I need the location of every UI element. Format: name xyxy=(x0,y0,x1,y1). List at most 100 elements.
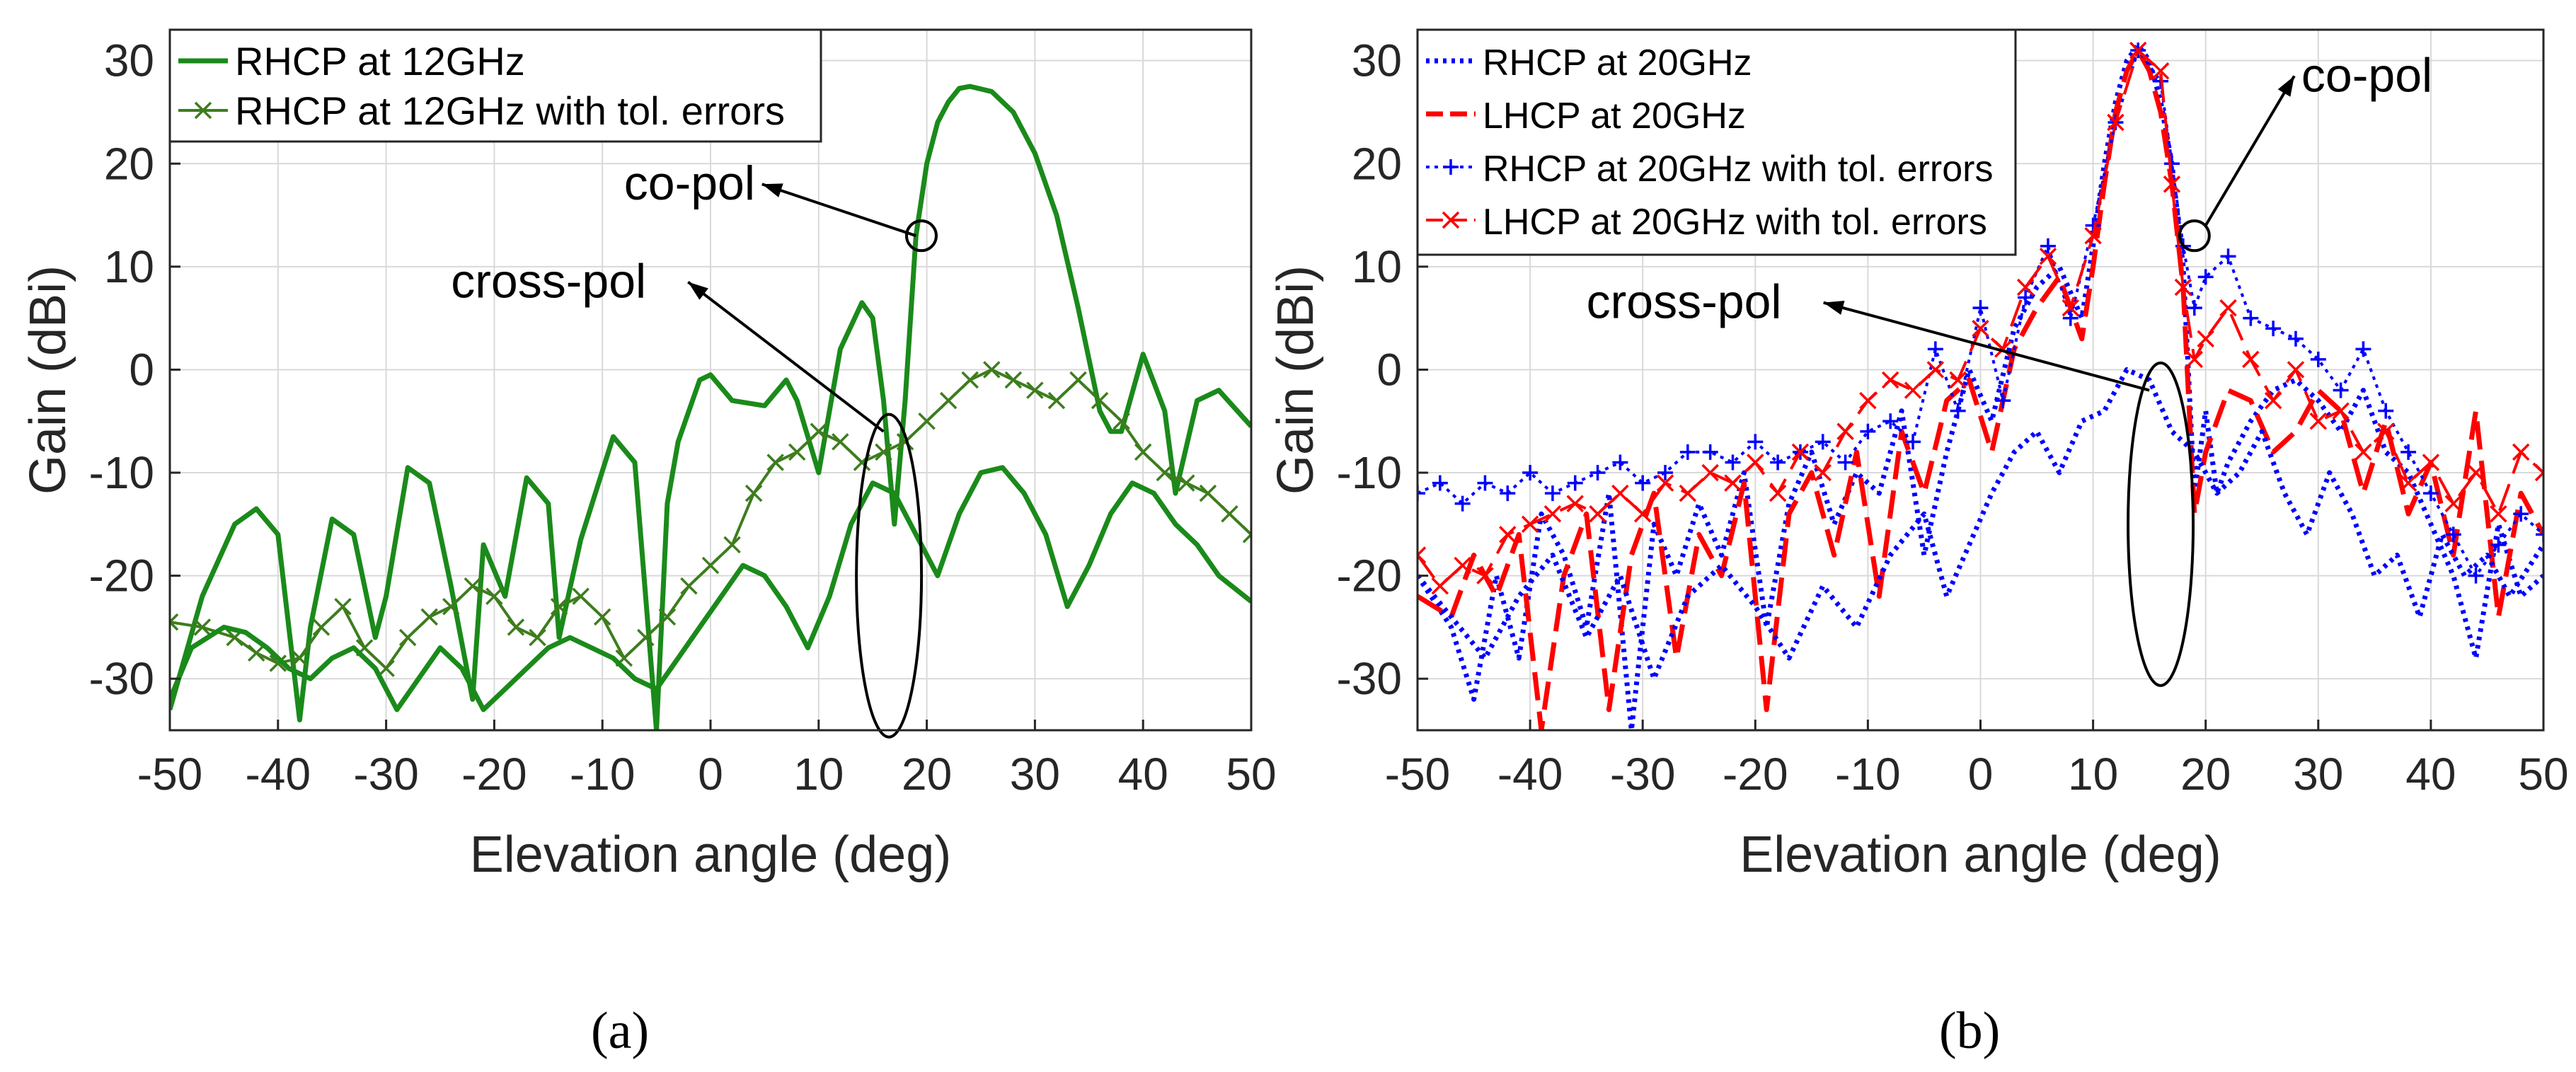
legend-marker xyxy=(1443,159,1459,175)
data-point xyxy=(766,454,784,471)
data-point xyxy=(193,618,212,636)
legend-label: RHCP at 12GHz xyxy=(235,39,525,83)
data-point xyxy=(291,649,309,667)
data-point xyxy=(1769,484,1787,502)
data-point xyxy=(2107,113,2124,132)
x-tick-label: 10 xyxy=(2068,749,2118,800)
legend-marker xyxy=(194,101,212,120)
data-point xyxy=(1156,463,1173,482)
data-point xyxy=(507,618,525,636)
x-tick-label: 20 xyxy=(902,749,952,800)
data-point xyxy=(1972,300,1989,316)
data-point xyxy=(1927,341,1943,357)
data-point xyxy=(637,628,655,647)
data-point xyxy=(2422,485,2439,502)
legend-label: LHCP at 20GHz with tol. errors xyxy=(1483,202,1987,243)
data-point xyxy=(896,433,914,451)
x-tick-label: -10 xyxy=(570,749,636,800)
data-point xyxy=(2265,321,2282,337)
data-point xyxy=(529,628,546,647)
x-tick-label: -20 xyxy=(461,749,527,800)
data-point xyxy=(1544,485,1560,502)
data-point xyxy=(269,655,287,672)
legend-label: RHCP at 12GHz with tol. errors xyxy=(235,88,785,133)
data-point xyxy=(2264,391,2282,410)
data-point xyxy=(875,443,892,461)
data-point xyxy=(701,556,720,575)
data-point xyxy=(1881,371,1899,389)
data-point xyxy=(1904,381,1922,399)
y-tick-label: 20 xyxy=(1352,138,1402,189)
y-tick-label: 0 xyxy=(129,344,154,395)
data-point xyxy=(398,628,417,647)
data-point xyxy=(1432,475,1448,491)
data-point xyxy=(1499,526,1517,543)
annotation-label: cross-pol xyxy=(1587,275,1782,329)
data-point xyxy=(1069,371,1087,389)
data-point xyxy=(1950,403,1966,419)
y-tick-label: 0 xyxy=(1376,344,1402,395)
data-point xyxy=(334,598,352,616)
y-tick-label: -30 xyxy=(1337,653,1403,704)
x-tick-label: 30 xyxy=(2293,749,2343,800)
data-point xyxy=(918,412,936,430)
data-point xyxy=(1837,454,1853,471)
data-point xyxy=(2536,526,2543,543)
data-point xyxy=(1521,515,1539,534)
data-point xyxy=(1836,422,1854,441)
data-point xyxy=(2129,41,2147,59)
data-point xyxy=(1949,371,1967,389)
x-axis-title: Elevation angle (deg) xyxy=(470,826,951,883)
data-point xyxy=(1633,505,1652,523)
chart-panel-b: co-pol cross-pol -50 -40 -30 -20 -10 0 10 20 30 40 5… xyxy=(1267,28,2569,883)
data-point xyxy=(1859,391,1877,410)
data-point xyxy=(1477,475,1493,491)
data-point xyxy=(1566,495,1584,512)
annotation-arrow xyxy=(1823,301,2150,392)
y-axis-title: Gain (dBi) xyxy=(1267,265,1324,495)
data-point xyxy=(2378,403,2394,419)
y-tick-label: -10 xyxy=(1337,447,1403,498)
data-point xyxy=(1221,505,1238,523)
data-point xyxy=(1134,443,1152,461)
series-line-1 xyxy=(170,83,1251,730)
data-point xyxy=(1611,484,1629,502)
data-point xyxy=(1657,465,1674,481)
data-point xyxy=(658,608,677,626)
data-point xyxy=(2354,443,2372,461)
data-point xyxy=(2016,278,2035,296)
annotation-arrowhead xyxy=(1823,301,1845,315)
legend-label: LHCP at 20GHz xyxy=(1483,96,1746,137)
data-point xyxy=(2220,248,2236,265)
x-tick-label: -40 xyxy=(246,749,311,800)
data-point xyxy=(1522,465,1539,481)
data-point xyxy=(1418,546,1427,564)
legend-box xyxy=(1416,28,2017,256)
data-point xyxy=(1454,495,1471,512)
data-point xyxy=(1178,474,1195,492)
data-point xyxy=(1791,443,1810,461)
y-tick-label: -20 xyxy=(89,551,155,601)
data-point xyxy=(1047,391,1066,410)
data-point xyxy=(723,536,741,554)
data-point xyxy=(939,391,958,410)
data-point xyxy=(2185,350,2204,369)
data-point xyxy=(2490,505,2507,523)
data-point xyxy=(2018,289,2034,306)
x-axis-title: Elevation angle (deg) xyxy=(1740,826,2221,883)
data-point xyxy=(2084,226,2102,245)
data-point xyxy=(2399,474,2417,492)
data-point xyxy=(1567,475,1583,491)
data-point xyxy=(377,659,395,677)
data-point xyxy=(2242,350,2260,369)
data-point xyxy=(1860,423,1876,439)
data-point xyxy=(1770,454,1786,471)
data-point xyxy=(1747,434,1764,450)
data-point xyxy=(961,371,979,389)
y-tick-label: 30 xyxy=(104,35,154,86)
data-point xyxy=(1972,319,1989,338)
data-point xyxy=(680,577,698,595)
data-point xyxy=(1815,434,1831,450)
data-point xyxy=(1701,463,1719,482)
data-point xyxy=(2197,330,2214,348)
